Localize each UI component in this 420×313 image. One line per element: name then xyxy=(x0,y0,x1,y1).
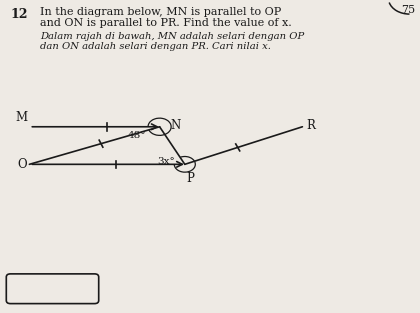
Text: M: M xyxy=(15,111,27,124)
Text: 12: 12 xyxy=(10,8,28,21)
Text: 48°: 48° xyxy=(127,131,146,141)
Text: N: N xyxy=(170,119,180,132)
Text: Dalam rajah di bawah, MN adalah selari dengan OP: Dalam rajah di bawah, MN adalah selari d… xyxy=(40,32,304,41)
Text: 3x°: 3x° xyxy=(157,157,175,166)
FancyBboxPatch shape xyxy=(6,274,99,304)
Text: R: R xyxy=(307,119,315,132)
Text: 75: 75 xyxy=(401,5,415,15)
Text: In the diagram below, MN is parallel to OP: In the diagram below, MN is parallel to … xyxy=(40,7,281,17)
Text: and ON is parallel to PR. Find the value of x.: and ON is parallel to PR. Find the value… xyxy=(40,18,291,28)
Text: O: O xyxy=(18,158,27,171)
Text: dan ON adalah selari dengan PR. Cari nilai x.: dan ON adalah selari dengan PR. Cari nil… xyxy=(40,42,271,51)
Text: P: P xyxy=(186,172,194,185)
Text: Band 3: Band 3 xyxy=(33,284,72,294)
